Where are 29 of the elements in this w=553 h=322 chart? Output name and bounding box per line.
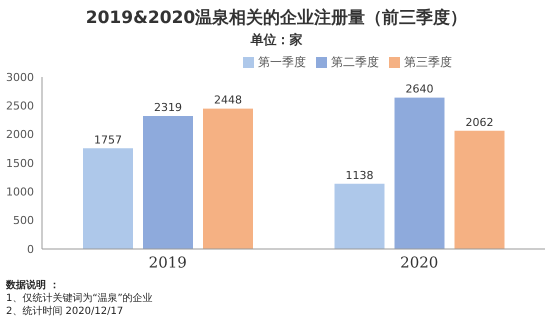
y-tick-label: 2500 <box>6 100 34 113</box>
chart-title: 2019&2020温泉相关的企业注册量（前三季度） <box>84 7 468 29</box>
data-label: 2062 <box>466 116 494 129</box>
text: 1、仅统计关键词为“温泉”的企业 <box>6 292 154 305</box>
x-tick-label: 2019 <box>148 254 187 272</box>
y-tick-label: 1000 <box>6 186 34 199</box>
bar <box>394 98 444 249</box>
bar <box>83 148 133 249</box>
legend-label: 第三季度 <box>404 55 452 69</box>
bar <box>334 184 384 249</box>
bar <box>203 108 253 249</box>
data-label: 2640 <box>406 82 434 96</box>
data-label: 2448 <box>214 94 242 107</box>
data-label: 1757 <box>94 133 122 146</box>
y-tick-label: 500 <box>13 214 34 228</box>
data-label: 1138 <box>346 168 374 182</box>
y-tick-label: 0 <box>27 242 34 256</box>
bar <box>143 116 193 249</box>
legend-label: 第二季度 <box>331 55 379 69</box>
y-tick-label: 3000 <box>6 70 34 84</box>
legend-label: 第一季度 <box>258 55 306 69</box>
text: 数据说明 ： <box>6 279 60 292</box>
y-tick-label: 2000 <box>6 128 34 142</box>
data-label: 2319 <box>154 101 182 114</box>
x-tick-label: 2020 <box>400 254 438 272</box>
text: 2、统计时间 2020/12/17 <box>6 305 124 318</box>
chart-subtitle: 单位：家 <box>250 32 304 49</box>
bar <box>454 130 504 249</box>
y-tick-label: 1500 <box>6 156 34 170</box>
